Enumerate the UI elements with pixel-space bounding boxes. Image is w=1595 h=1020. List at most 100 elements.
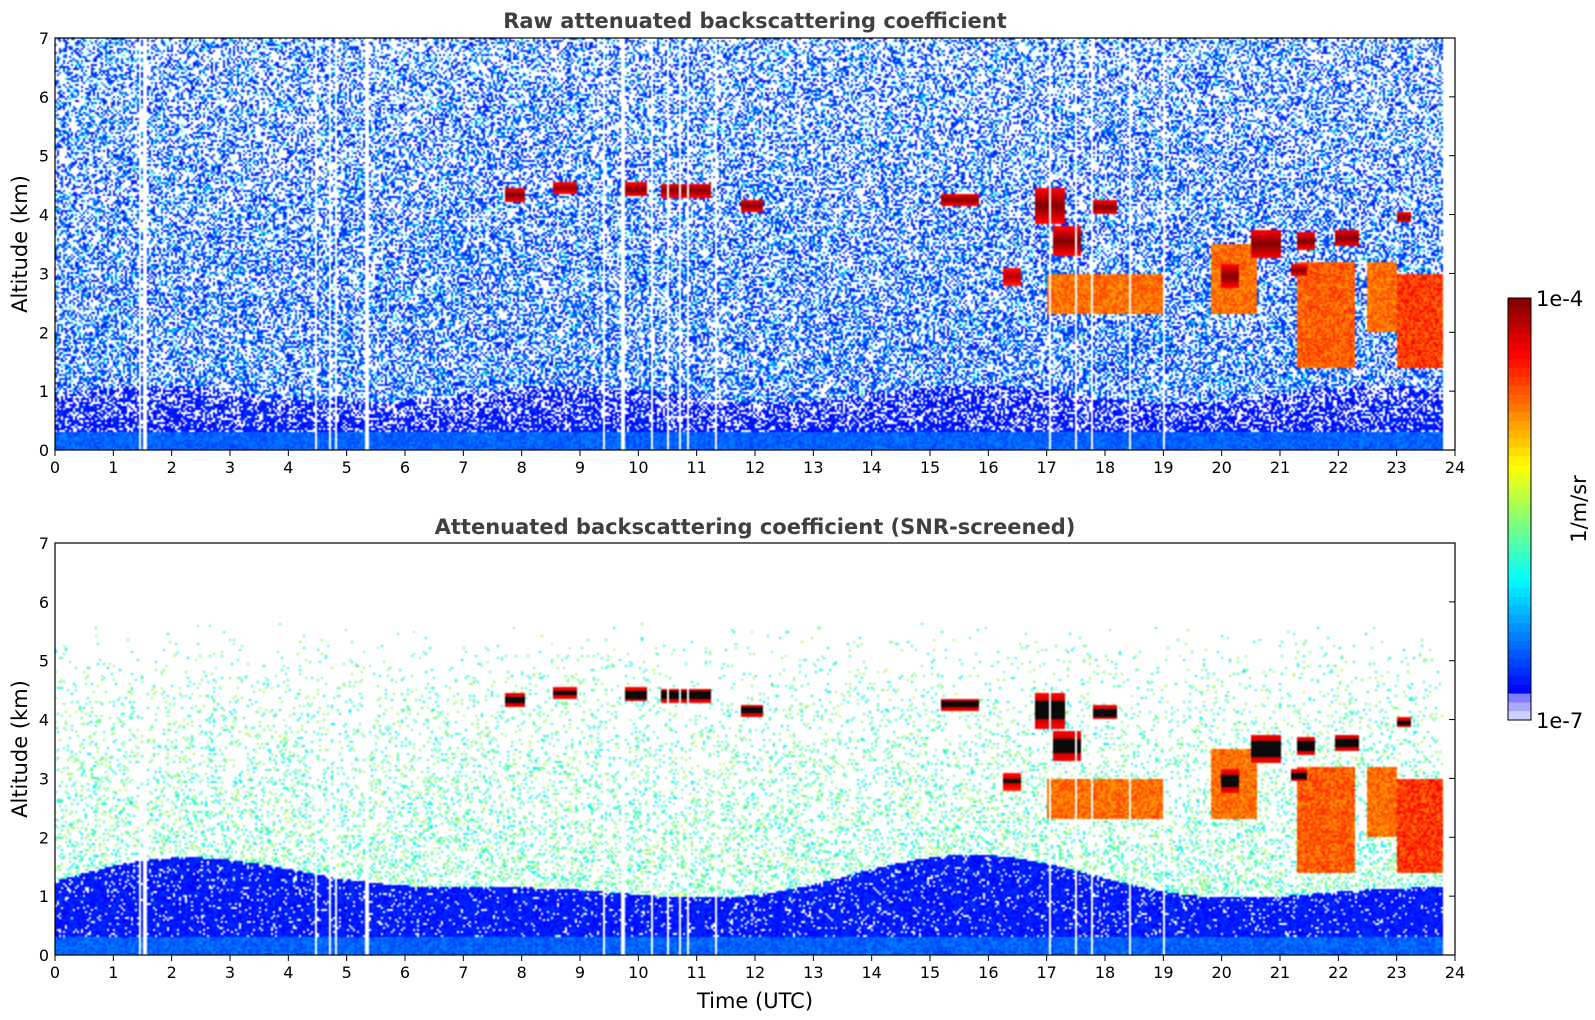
colorbar-step <box>1508 315 1531 325</box>
colorbar-step <box>1508 491 1531 501</box>
y-tick-label: 2 <box>39 323 49 342</box>
colorbar-step <box>1508 385 1531 396</box>
colorbar-step <box>1508 368 1531 378</box>
colorbar-step <box>1508 324 1531 334</box>
colorbar-step <box>1508 438 1531 449</box>
colorbar-step <box>1508 640 1531 651</box>
x-tick-label: 18 <box>1095 458 1115 477</box>
x-tick-label: 7 <box>458 963 468 982</box>
x-tick-label: 3 <box>225 458 235 477</box>
colorbar-step <box>1508 412 1531 422</box>
colorbar-step <box>1508 500 1531 510</box>
x-tick-label: 14 <box>861 458 881 477</box>
x-tick-label: 17 <box>1036 963 1056 982</box>
colorbar-step <box>1508 544 1531 554</box>
x-tick-label: 9 <box>575 458 585 477</box>
y-tick-label: 0 <box>39 946 49 965</box>
colorbar-max-label: 1e-4 <box>1536 287 1583 311</box>
x-tick-label: 2 <box>167 963 177 982</box>
colorbar-step <box>1508 702 1531 712</box>
colorbar-step <box>1508 614 1531 624</box>
x-tick-label: 13 <box>803 963 823 982</box>
y-tick-label: 2 <box>39 828 49 847</box>
colorbar-step <box>1508 473 1531 484</box>
x-tick-label: 20 <box>1211 458 1231 477</box>
top-panel-title: Raw attenuated backscattering coefficien… <box>503 9 1007 33</box>
colorbar-step <box>1508 517 1531 528</box>
y-tick-label: 5 <box>39 652 49 671</box>
colorbar-step <box>1508 341 1531 352</box>
colorbar-step <box>1508 693 1531 704</box>
x-tick-label: 22 <box>1328 458 1348 477</box>
x-tick-label: 3 <box>225 963 235 982</box>
bottom-y-axis-label: Altitude (km) <box>8 680 32 818</box>
top-heatmap <box>55 38 1455 450</box>
y-tick-label: 3 <box>39 769 49 788</box>
x-tick-label: 1 <box>108 458 118 477</box>
bottom-axis-ticks: 0 1 2 3 4 5 6 7 8 9 10 11 12 13 14 15 16 17 18 19 20 21 22 23 24… <box>39 534 1465 982</box>
x-tick-label: 11 <box>686 458 706 477</box>
x-tick-label: 6 <box>400 458 410 477</box>
colorbar-step <box>1508 377 1531 387</box>
x-tick-label: 24 <box>1445 458 1465 477</box>
x-tick-label: 6 <box>400 963 410 982</box>
colorbar-step <box>1508 711 1531 721</box>
y-tick-label: 1 <box>39 382 49 401</box>
x-tick-label: 1 <box>108 963 118 982</box>
x-tick-label: 2 <box>167 458 177 477</box>
colorbar-step <box>1508 465 1531 475</box>
x-tick-label: 10 <box>628 458 648 477</box>
colorbar-step <box>1508 570 1531 580</box>
x-tick-label: 12 <box>745 458 765 477</box>
y-tick-label: 6 <box>39 593 49 612</box>
colorbar-step <box>1508 482 1531 493</box>
colorbar-step <box>1508 658 1531 668</box>
x-tick-label: 5 <box>342 963 352 982</box>
colorbar-step <box>1508 333 1531 343</box>
x-tick-label: 15 <box>920 963 940 982</box>
colorbar-step <box>1508 306 1531 317</box>
y-tick-label: 7 <box>39 534 49 553</box>
top-y-axis-label: Altitude (km) <box>8 175 32 313</box>
y-tick-label: 3 <box>39 264 49 283</box>
x-tick-label: 17 <box>1036 458 1056 477</box>
x-tick-label: 7 <box>458 458 468 477</box>
colorbar-step <box>1508 649 1531 660</box>
colorbar-step <box>1508 350 1531 361</box>
y-tick-label: 7 <box>39 29 49 48</box>
colorbar-step <box>1508 588 1531 598</box>
x-tick-label: 24 <box>1445 963 1465 982</box>
colorbar-step <box>1508 684 1531 695</box>
bottom-panel-title: Attenuated backscattering coefficient (S… <box>435 515 1076 539</box>
x-tick-label: 20 <box>1211 963 1231 982</box>
x-tick-label: 0 <box>50 458 60 477</box>
colorbar-step <box>1508 447 1531 457</box>
x-tick-label: 11 <box>686 963 706 982</box>
x-axis-label: Time (UTC) <box>696 989 813 1013</box>
colorbar-step <box>1508 596 1531 607</box>
colorbar-step <box>1508 623 1531 633</box>
top-axis-ticks: 0 1 2 3 4 5 6 7 8 9 10 11 12 13 14 15 16 17 18 19 20 21 22 23 24… <box>39 29 1465 477</box>
colorbar-gradient <box>1508 298 1531 721</box>
colorbar-step <box>1508 456 1531 466</box>
x-tick-label: 23 <box>1386 458 1406 477</box>
x-tick-label: 18 <box>1095 963 1115 982</box>
bottom-heatmap <box>55 543 1455 955</box>
x-tick-label: 21 <box>1270 963 1290 982</box>
y-tick-label: 6 <box>39 88 49 107</box>
colorbar-step <box>1508 403 1531 413</box>
colorbar-step <box>1508 605 1531 616</box>
x-tick-label: 8 <box>517 963 527 982</box>
y-tick-label: 4 <box>39 206 49 225</box>
colorbar-step <box>1508 676 1531 686</box>
top-plot-area <box>54 37 1456 451</box>
colorbar-step <box>1508 421 1531 431</box>
x-tick-label: 14 <box>861 963 881 982</box>
x-tick-label: 19 <box>1153 458 1173 477</box>
x-tick-label: 21 <box>1270 458 1290 477</box>
y-tick-label: 1 <box>39 887 49 906</box>
x-tick-label: 13 <box>803 458 823 477</box>
colorbar-step <box>1508 298 1531 308</box>
colorbar-step <box>1508 579 1531 589</box>
